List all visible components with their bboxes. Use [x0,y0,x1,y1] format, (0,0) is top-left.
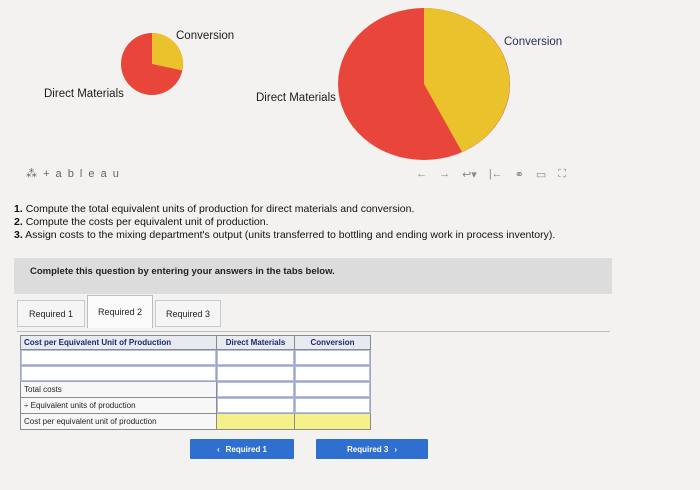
tab-divider [17,331,610,332]
small-pie-direct-materials-label: Direct Materials [44,88,124,100]
tableau-logo: ⁂ + a b l e a u [26,167,120,180]
small-pie-conversion-label: Conversion [176,30,235,42]
previous-required-button[interactable]: ‹ Required 1 [190,439,294,459]
next-required-button[interactable]: Required 3 › [316,439,428,459]
table-row: ÷ Equivalent units of production [20,397,371,414]
undo-icon[interactable]: ← [416,168,428,180]
equivalent-units-conversion[interactable] [294,397,371,414]
next-button-label: Required 3 [346,444,389,454]
comment-icon[interactable]: ▭ [535,169,547,181]
fullscreen-icon[interactable]: ⛶ [558,168,566,180]
small-pie-chart [121,32,184,95]
cost-per-unit-label: Cost per equivalent unit of production [20,413,217,430]
large-pie-direct-materials-label: Direct Materials [256,92,336,104]
banner-text: Complete this question by entering your … [30,266,335,277]
instructions-list: 1. Compute the total equivalent units of… [14,203,555,242]
redo-icon[interactable]: → [439,168,451,180]
tab-required-3[interactable]: Required 3 [155,300,221,327]
row-label-input[interactable] [20,349,217,366]
direct-materials-input[interactable] [216,365,295,382]
row-label-input[interactable] [20,365,217,382]
table-row [20,365,371,382]
share-icon[interactable]: ⚭ [514,169,524,181]
reset-icon[interactable]: |← [488,168,503,180]
large-pie-conversion-slice [424,8,510,152]
cost-per-unit-direct-materials [216,413,295,430]
tableau-logo-text: + a b l e a u [43,168,121,180]
revert-icon[interactable]: ↩▾ [462,169,477,181]
equivalent-units-direct-materials[interactable] [216,397,295,414]
small-pie-conversion-slice [152,32,184,71]
table-header-direct-materials: Direct Materials [216,335,295,350]
conversion-input[interactable] [294,365,371,382]
large-pie-chart [338,8,510,160]
chevron-left-icon: ‹ [216,444,220,454]
total-costs-direct-materials[interactable] [216,381,295,398]
total-costs-conversion[interactable] [294,381,371,398]
tableau-toolbar: ⁂ + a b l e a u ← → ↩▾ |← ⚭ ▭ ⛶ [26,167,566,187]
tab-required-1[interactable]: Required 1 [17,300,85,327]
total-costs-label: Total costs [20,381,217,398]
instruction-item: 2. Compute the costs per equivalent unit… [14,216,269,228]
cost-per-equivalent-unit-table: Cost per Equivalent Unit of Production D… [20,335,371,430]
previous-button-label: Required 1 [225,444,267,454]
table-row [20,349,371,366]
table-row: Cost per equivalent unit of production [20,413,371,430]
chevron-right-icon: › [394,444,397,454]
direct-materials-input[interactable] [216,349,295,366]
cost-per-unit-conversion [294,413,371,430]
tableau-logo-icon: ⁂ [26,168,44,180]
instruction-item: 1. Compute the total equivalent units of… [14,203,415,215]
large-pie-conversion-label: Conversion [504,36,563,48]
table-header-conversion: Conversion [294,335,371,350]
table-header-label: Cost per Equivalent Unit of Production [20,335,217,350]
conversion-input[interactable] [294,349,371,366]
instructions-banner: Complete this question by entering your … [14,258,612,294]
instruction-item: 3. Assign costs to the mixing department… [14,229,556,241]
requirement-tabs: Required 1 Required 2 Required 3 [17,294,612,331]
equivalent-units-label: ÷ Equivalent units of production [20,397,217,414]
table-row: Total costs [20,381,371,398]
tab-required-2[interactable]: Required 2 [87,295,153,328]
